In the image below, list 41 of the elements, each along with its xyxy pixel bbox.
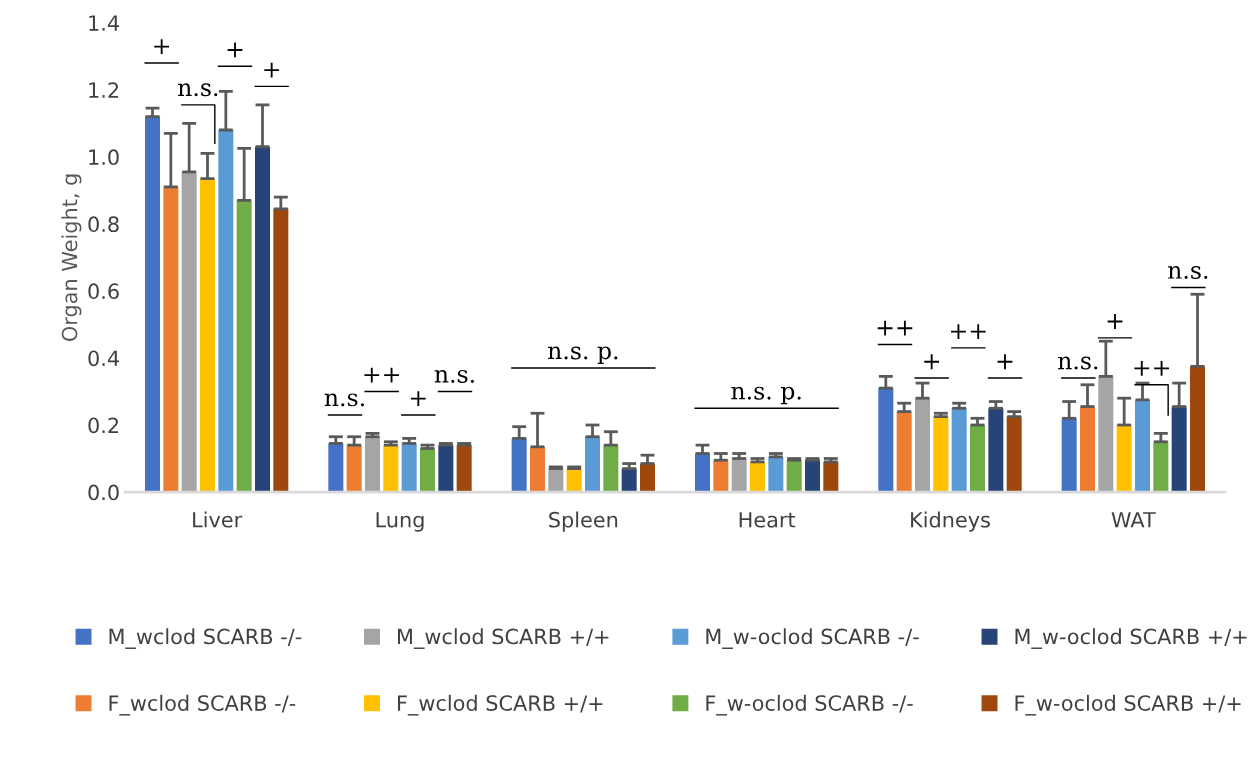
annotation: ++ xyxy=(364,367,399,383)
x-tick-label: Liver xyxy=(193,511,243,528)
x-tick-label: Lung xyxy=(376,512,424,532)
x-tick-label: Spleen xyxy=(549,511,618,532)
annotation: n.s. xyxy=(1168,266,1208,279)
y-tick-label: 1.4 xyxy=(89,15,119,31)
y-tick-label: 0.6 xyxy=(88,283,119,300)
annotation: ++ xyxy=(1134,361,1169,376)
legend-label: F_wclod SCARB -/- xyxy=(109,694,296,716)
y-tick-label: 0.2 xyxy=(88,417,119,434)
annotation: n.s. xyxy=(1058,356,1098,370)
annotation: n.s. xyxy=(178,83,218,97)
annotation: + xyxy=(924,354,940,370)
legend-label: M_w-oclod SCARB +/+ xyxy=(1015,628,1247,649)
x-tick-label: Kidneys xyxy=(911,511,990,532)
annotation: + xyxy=(264,62,280,78)
legend-label: F_wclod SCARB +/+ xyxy=(398,694,603,716)
legend-label: M_wclod SCARB +/+ xyxy=(398,628,609,649)
annotation: n.s. p. xyxy=(547,346,618,364)
y-tick-label: 1.2 xyxy=(89,82,119,98)
legend-label: M_w-oclod SCARB -/- xyxy=(706,628,919,649)
annotation: + xyxy=(997,354,1013,370)
annotation: + xyxy=(1107,314,1123,329)
annotation: + xyxy=(154,39,170,55)
annotation: n.s. xyxy=(324,393,364,407)
x-tick-label: WAT xyxy=(1111,512,1156,528)
y-axis-title: Organ Weight, g xyxy=(61,174,82,341)
annotation: ++ xyxy=(877,320,913,336)
y-tick-label: 1.0 xyxy=(89,149,119,166)
annotation: + xyxy=(410,391,426,407)
annotation: n.s. xyxy=(434,369,474,383)
annotation: ++ xyxy=(951,324,986,339)
legend-label: F_w-oclod SCARB -/- xyxy=(706,694,913,716)
y-tick-label: 0.4 xyxy=(88,350,119,367)
legend-label: M_wclod SCARB -/- xyxy=(109,628,302,649)
y-tick-label: 0.0 xyxy=(88,484,119,501)
annotation: n.s. p. xyxy=(731,386,801,405)
legend-label: F_w-oclod SCARB +/+ xyxy=(1015,694,1241,716)
y-tick-label: 0.8 xyxy=(88,216,119,233)
annotation: + xyxy=(227,42,243,58)
x-tick-label: Heart xyxy=(739,512,796,528)
